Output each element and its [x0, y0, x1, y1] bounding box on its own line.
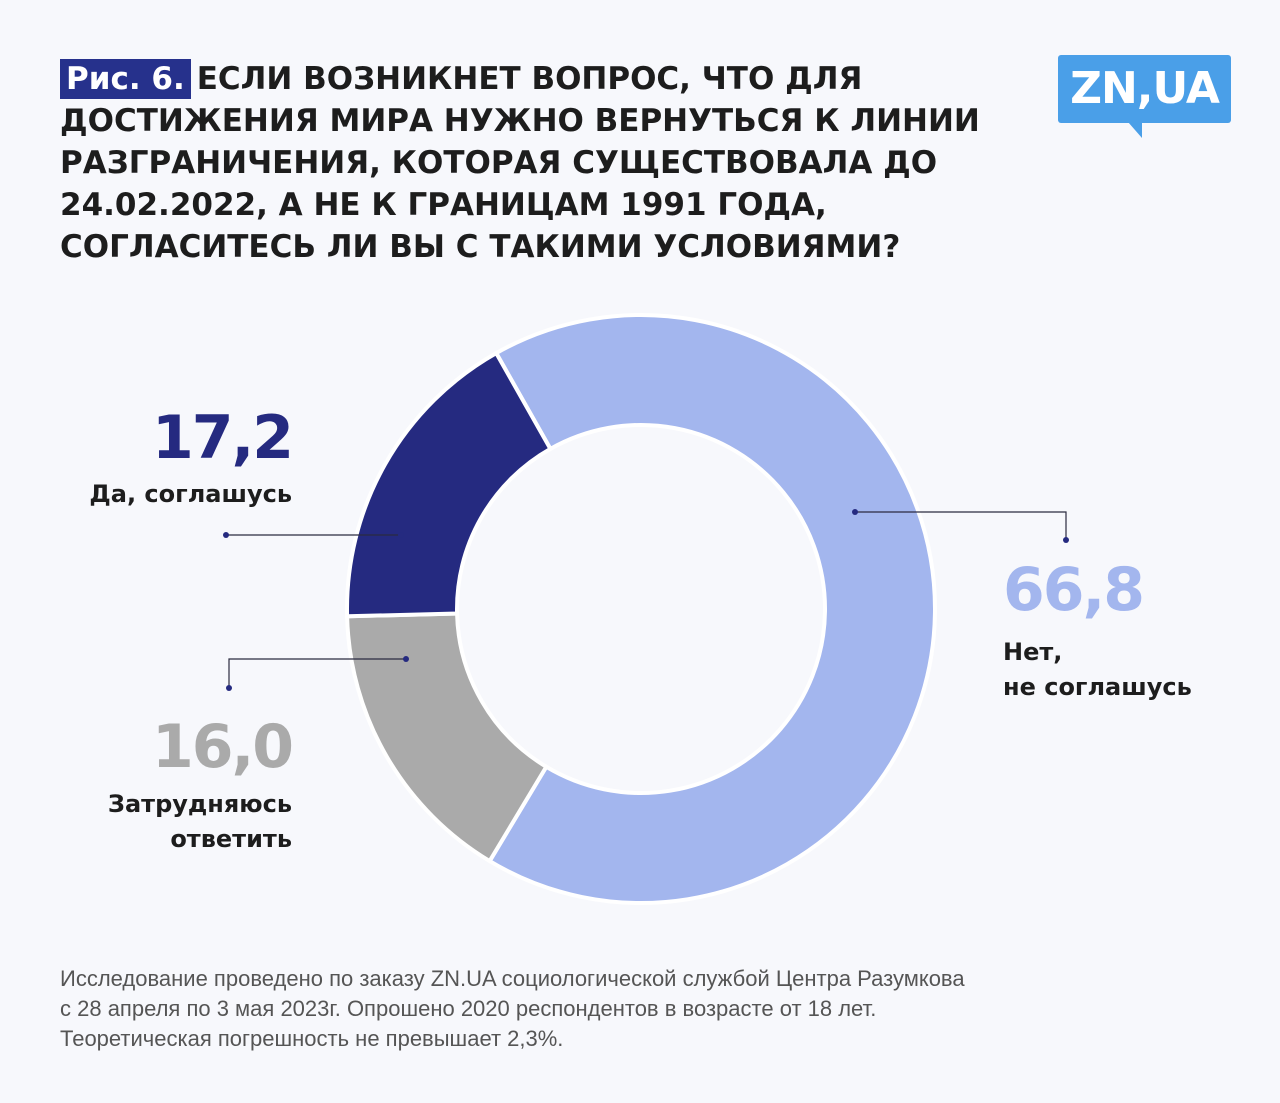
leader-yes-dot-inner — [398, 532, 404, 538]
leader-yes-dot-outer — [223, 532, 229, 538]
footnote-line1: Исследование проведено по заказу ZN.UA с… — [60, 966, 965, 991]
footnote-line3: Теоретическая погрешность не превышает 2… — [60, 1026, 564, 1051]
slice-2 — [345, 350, 554, 619]
value-yes: 17,2 — [151, 403, 294, 473]
label-unsure-line1: Затрудняюсь — [107, 790, 292, 818]
label-yes: Да, соглашусь — [89, 480, 292, 508]
title-text: Если возникнет вопрос, что для достижени… — [60, 61, 980, 265]
leader-no-dot-outer — [1063, 537, 1069, 543]
footnote-line2: с 28 апреля по 3 мая 2023г. Опрошено 202… — [60, 996, 877, 1021]
leader-no — [855, 511, 1067, 540]
label-no-line2: не соглашусь — [1003, 673, 1192, 701]
value-unsure: 16,0 — [151, 712, 294, 782]
leader-unsure — [228, 658, 406, 688]
label-unsure-line2: ответить — [170, 825, 292, 853]
leader-lines — [223, 509, 1069, 691]
label-no-line1: Нет, — [1003, 638, 1063, 666]
zn-ua-logo: ZN,UA — [1058, 55, 1231, 123]
slice-0 — [486, 313, 937, 905]
logo-speech-tail — [1128, 122, 1142, 138]
leader-unsure-dot-inner — [403, 656, 409, 662]
figure-label: Рис. 6. — [60, 59, 191, 99]
leader-no-dot-inner — [852, 509, 858, 515]
value-no: 66,8 — [1003, 555, 1145, 625]
footnote: Исследование проведено по заказу ZN.UA с… — [60, 964, 1180, 1054]
chart-title: Рис. 6. Если возникнет вопрос, что для до… — [60, 58, 1020, 268]
leader-unsure-dot-outer — [226, 685, 232, 691]
